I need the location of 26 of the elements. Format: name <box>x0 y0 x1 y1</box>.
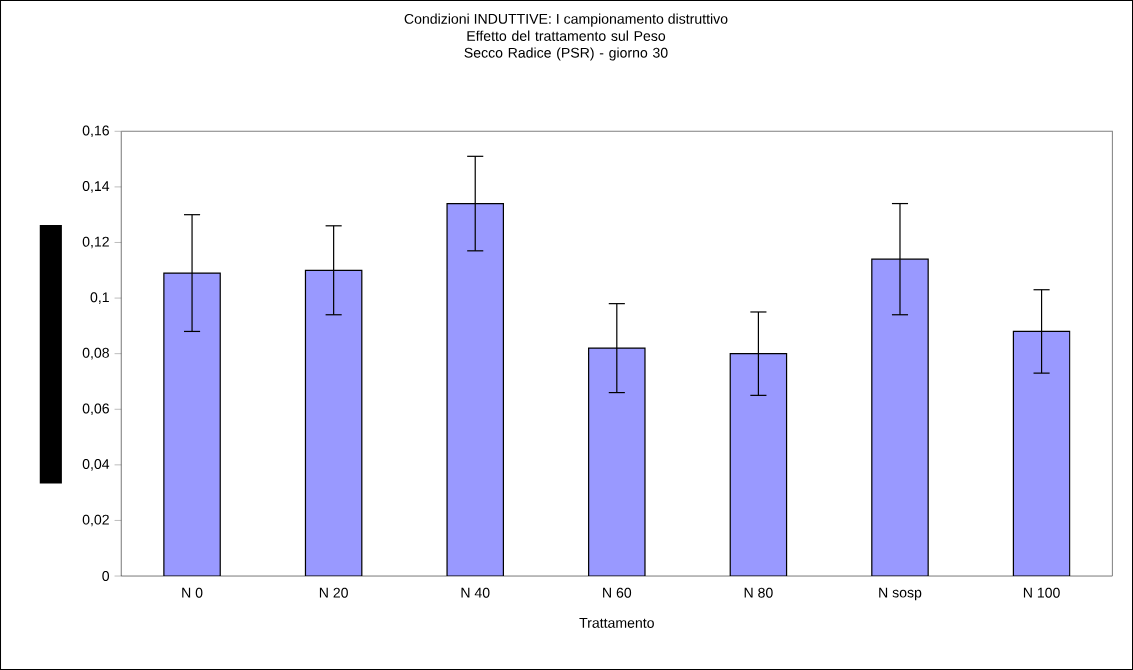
x-tick-label: N 100 <box>1023 587 1060 598</box>
chart-subtitle: Effetto del trattamento sul Peso Secco Radice (PSR) - giorno 30 <box>464 30 668 61</box>
y-tick-label: 0,14 <box>82 181 110 193</box>
y-tick-label: 0 <box>102 571 110 581</box>
x-tick-label: N 60 <box>603 587 632 598</box>
y-tick-label: 0,02 <box>82 514 109 527</box>
x-tick-label: N 40 <box>461 587 490 598</box>
x-tick-label: N 20 <box>319 587 348 598</box>
x-axis-title: Trattamento <box>579 617 654 628</box>
y-tick-label: 0,1 <box>90 292 109 304</box>
y-tick-label: 0,16 <box>82 125 109 138</box>
bar <box>871 258 929 576</box>
y-tick-label: 0,12 <box>82 236 109 249</box>
bar <box>163 272 221 576</box>
chart-title: Condizioni INDUTTIVE: I campionamento distruttivo <box>404 13 728 27</box>
bar <box>304 269 363 576</box>
bar <box>729 353 788 576</box>
bar <box>588 347 646 576</box>
bar <box>446 202 505 576</box>
y-tick-label: 0,04 <box>82 458 110 471</box>
bar <box>1012 330 1071 576</box>
y-tick-label: 0,08 <box>82 347 109 360</box>
y-tick-label: 0,06 <box>82 403 109 416</box>
x-tick-label: N sosp <box>879 587 922 601</box>
x-tick-label: N 0 <box>182 587 203 598</box>
x-tick-label: N 80 <box>744 587 773 598</box>
